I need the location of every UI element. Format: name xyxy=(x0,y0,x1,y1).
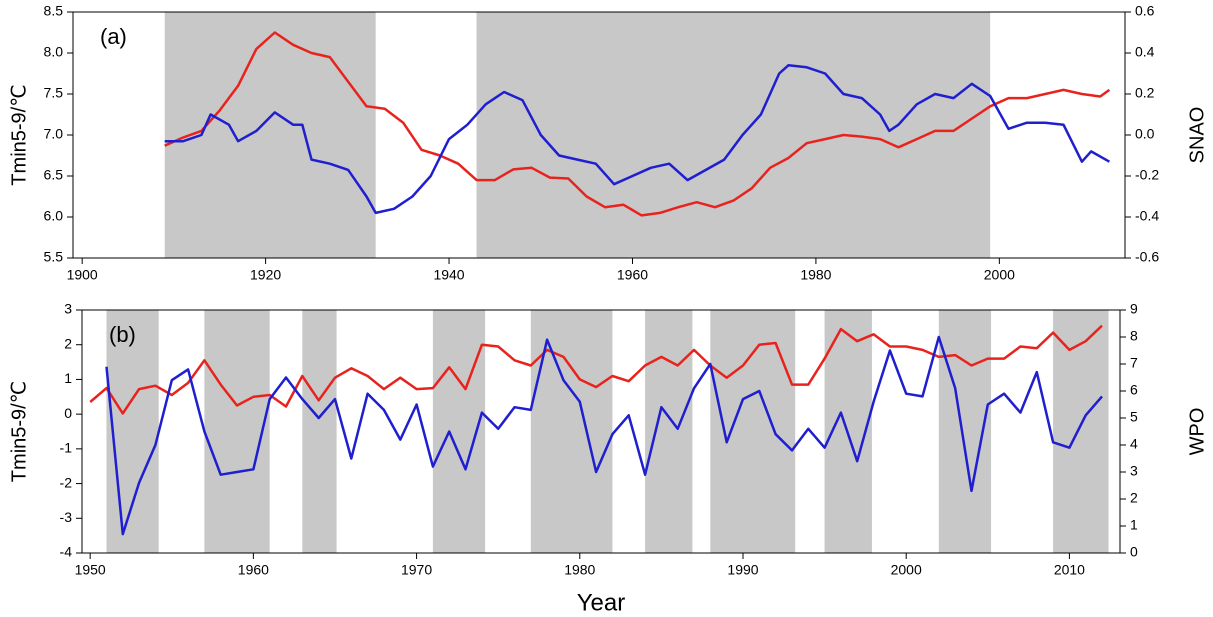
y2-tick-label: 3 xyxy=(1130,463,1138,479)
shaded-period xyxy=(645,310,693,553)
x-tick-label: 1920 xyxy=(250,267,281,283)
y-tick-label: 3 xyxy=(64,301,72,317)
panel-label: (a) xyxy=(100,24,127,49)
y2-tick-label: 0.2 xyxy=(1135,85,1155,101)
y2-tick-label: -0.2 xyxy=(1135,167,1159,183)
y-tick-label: 8.5 xyxy=(44,3,64,19)
y-tick-label: -1 xyxy=(60,440,73,456)
y-axis-label: Tmin5-9/℃ xyxy=(8,84,30,185)
y2-axis-label: SNAO xyxy=(1186,107,1208,164)
y2-tick-label: -0.4 xyxy=(1135,208,1159,224)
y-tick-label: 8.0 xyxy=(44,44,64,60)
y2-tick-label: 0.6 xyxy=(1135,3,1155,19)
y2-tick-label: 0 xyxy=(1130,544,1138,560)
y-tick-label: -2 xyxy=(60,474,73,490)
x-tick-label: 1970 xyxy=(401,562,432,578)
shaded-period xyxy=(106,310,159,553)
y-tick-label: 7.0 xyxy=(44,126,64,142)
y-tick-label: -3 xyxy=(60,509,73,525)
x-tick-label: 2010 xyxy=(1054,562,1085,578)
y2-tick-label: 2 xyxy=(1130,490,1138,506)
shaded-period xyxy=(302,310,337,553)
data-line xyxy=(164,31,1111,217)
y2-axis-label: WPO xyxy=(1186,408,1208,456)
y-tick-label: 6.0 xyxy=(44,208,64,224)
plot-frame xyxy=(81,309,1121,554)
shaded-period xyxy=(530,310,613,553)
y2-tick-label: 4 xyxy=(1130,436,1138,452)
x-tick-label: 2000 xyxy=(891,562,922,578)
data-line xyxy=(164,64,1111,215)
x-axis-label: Year xyxy=(577,589,626,616)
panel-label: (b) xyxy=(109,322,136,347)
shaded-period xyxy=(164,12,376,258)
y2-tick-label: 6 xyxy=(1130,382,1138,398)
y2-tick-label: 7 xyxy=(1130,355,1138,371)
shaded-period xyxy=(476,12,991,258)
shaded-period xyxy=(710,310,796,553)
x-tick-label: 1900 xyxy=(67,267,98,283)
y-tick-label: 6.5 xyxy=(44,167,64,183)
x-tick-label: 1960 xyxy=(238,562,269,578)
x-tick-label: 1980 xyxy=(564,562,595,578)
y2-tick-label: -0.6 xyxy=(1135,249,1159,265)
x-tick-label: 1950 xyxy=(75,562,106,578)
y2-tick-label: 1 xyxy=(1130,517,1138,533)
x-tick-label: 1940 xyxy=(433,267,464,283)
x-tick-label: 1980 xyxy=(800,267,831,283)
y2-tick-label: 5 xyxy=(1130,409,1138,425)
y-tick-label: -4 xyxy=(60,544,73,560)
shaded-period xyxy=(204,310,270,553)
x-tick-label: 2000 xyxy=(984,267,1015,283)
y2-tick-label: 0.4 xyxy=(1135,44,1155,60)
y-tick-label: 7.5 xyxy=(44,85,64,101)
y2-tick-label: 0.0 xyxy=(1135,126,1155,142)
shaded-period xyxy=(1053,310,1109,553)
x-tick-label: 1960 xyxy=(617,267,648,283)
y2-tick-label: 9 xyxy=(1130,301,1138,317)
x-tick-label: 1990 xyxy=(727,562,758,578)
y-tick-label: 2 xyxy=(64,335,72,351)
y-tick-label: 5.5 xyxy=(44,249,64,265)
y-tick-label: 1 xyxy=(64,370,72,386)
data-line xyxy=(105,335,1103,536)
y2-tick-label: 8 xyxy=(1130,328,1138,344)
y-tick-label: 0 xyxy=(64,405,72,421)
y-axis-label: Tmin5-9/℃ xyxy=(8,381,30,482)
